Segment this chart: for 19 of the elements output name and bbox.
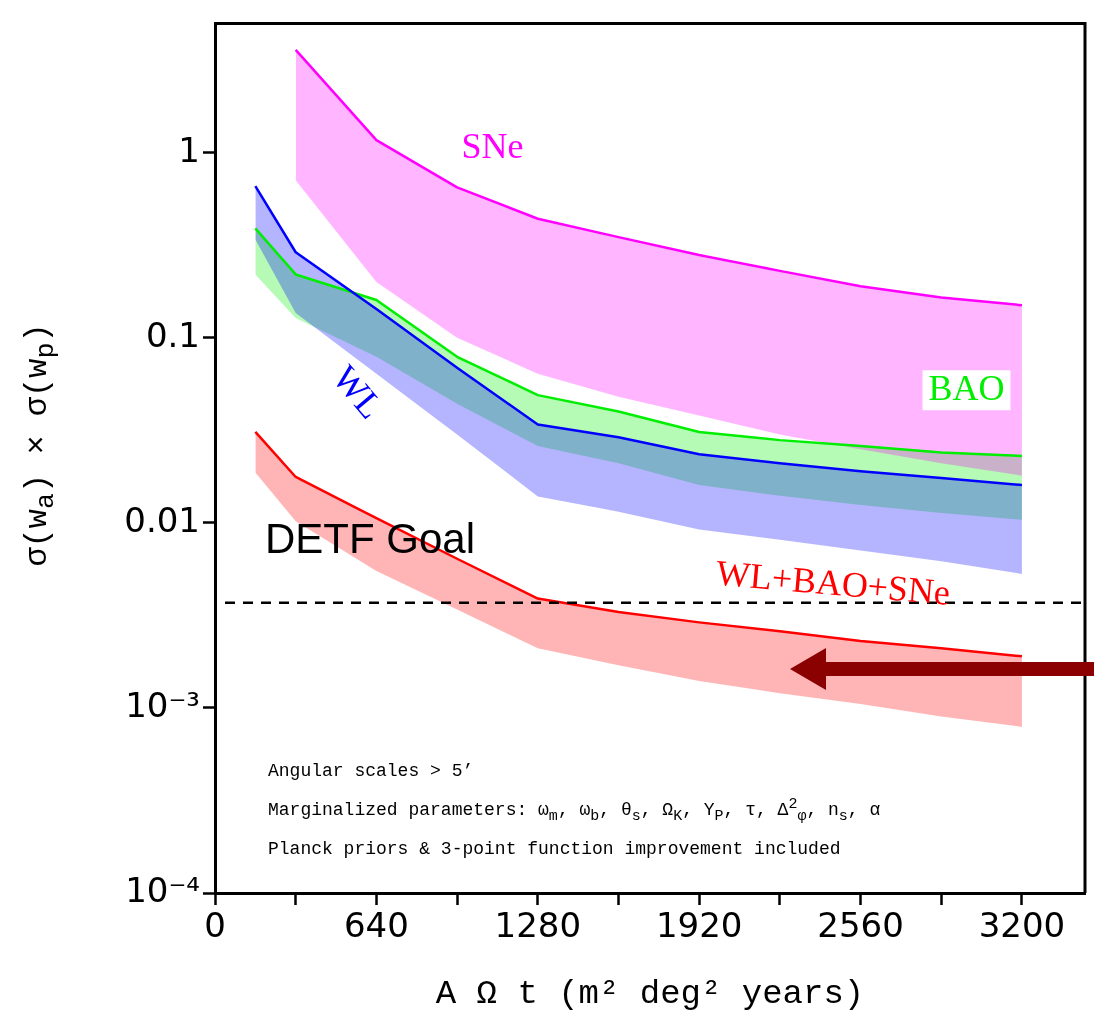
x-tick-label: 1280: [494, 905, 582, 946]
y-tick-label: 1: [178, 129, 200, 170]
y-tick-label: 10⁻⁴: [125, 869, 200, 910]
x-tick-label: 3200: [978, 905, 1066, 946]
y-tick-label: 0.01: [124, 499, 200, 540]
x-axis-title: A Ω t (m² deg² years): [435, 974, 865, 1013]
annotation: Angular scales > 5’: [268, 760, 475, 783]
y-tick-label: 0.1: [145, 314, 200, 355]
x-tick-label: 2560: [817, 905, 904, 946]
text: Marginalized parameters: ω$_{m}$, ω$_{b}$, θ$_{s}$, Ω$_{K}$, Y$_{P}$, τ, Δ$^{2}$$_{φ}$, n$_{s}$, α: [268, 796, 881, 825]
y-tick-label: 10⁻³: [125, 684, 200, 725]
series-label: BAO: [928, 367, 1005, 408]
text: WL: [324, 357, 392, 427]
x-tick-label: 1920: [655, 905, 743, 946]
annotation: Planck priors & 3-point function improvement included: [268, 837, 842, 861]
x-tick-label: 640: [343, 905, 409, 946]
series-label: WL+BAO+SNe: [714, 552, 952, 613]
series-label: SNe: [461, 126, 524, 167]
x-tick-label: 0: [204, 905, 226, 946]
